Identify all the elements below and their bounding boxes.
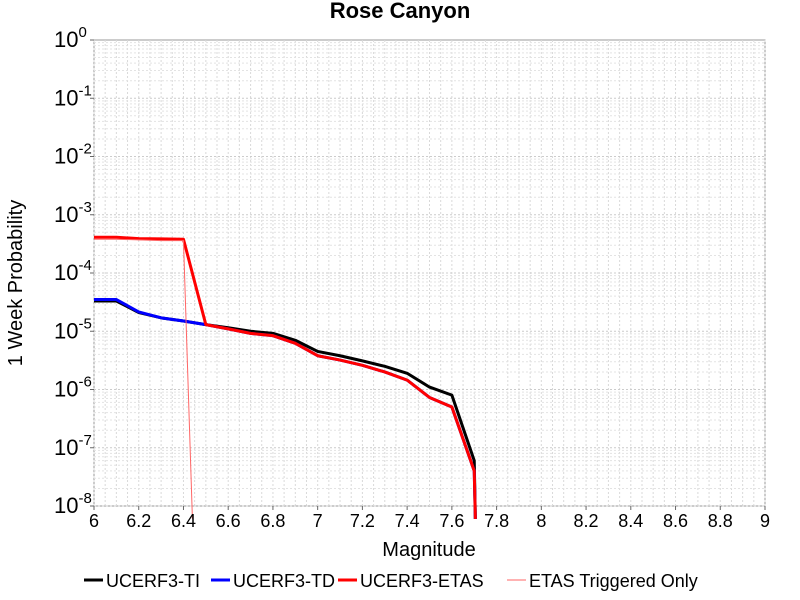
chart-title: Rose Canyon <box>330 0 471 23</box>
y-tick-label: 10-8 <box>54 490 92 518</box>
x-tick-label: 8.2 <box>574 511 599 531</box>
legend-label: UCERF3-TI <box>106 571 200 591</box>
x-tick-label: 7.8 <box>484 511 509 531</box>
x-tick-label: 6.8 <box>260 511 285 531</box>
x-tick-label: 7.6 <box>439 511 464 531</box>
y-axis-label: 1 Week Probability <box>5 200 27 366</box>
x-tick-label: 8 <box>536 511 546 531</box>
legend-label: UCERF3-TD <box>233 571 335 591</box>
series-line-3 <box>94 238 193 519</box>
series-line-2 <box>94 235 477 519</box>
x-axis-ticks: 6 6.2 6.4 6.6 6.8 7 7.2 7.4 7.6 7.8 8 8.2 8.4 8.6 8.8 9 <box>89 506 770 531</box>
x-tick-label: 6 <box>89 511 99 531</box>
x-tick-label: 7 <box>313 511 323 531</box>
x-tick-label: 6.2 <box>126 511 151 531</box>
x-tick-label: 8.8 <box>708 511 733 531</box>
y-tick-label: 10-4 <box>54 257 92 285</box>
legend: UCERF3-TI UCERF3-TD UCERF3-ETAS ETAS Trigge… <box>84 571 698 591</box>
x-tick-label: 7.4 <box>395 511 420 531</box>
x-tick-label: 8.4 <box>618 511 643 531</box>
series-lines <box>94 235 477 519</box>
y-tick-label: 10-1 <box>54 82 92 110</box>
legend-label: ETAS Triggered Only <box>529 571 698 591</box>
grid-lines <box>93 40 766 507</box>
y-axis-ticks: 100 10-1 10-2 10-3 10-4 10-5 10-6 10-7 10-8 <box>54 24 94 518</box>
x-tick-label: 7.2 <box>350 511 375 531</box>
x-tick-label: 6.6 <box>216 511 241 531</box>
y-tick-label: 100 <box>54 24 87 52</box>
x-tick-label: 8.6 <box>663 511 688 531</box>
y-tick-label: 10-5 <box>54 315 92 343</box>
y-tick-label: 10-7 <box>54 432 92 460</box>
x-tick-label: 9 <box>760 511 770 531</box>
y-tick-label: 10-3 <box>54 199 92 227</box>
x-axis-label: Magnitude <box>382 539 475 561</box>
legend-label: UCERF3-ETAS <box>360 571 484 591</box>
y-tick-label: 10-2 <box>54 141 92 169</box>
x-tick-label: 6.4 <box>171 511 196 531</box>
y-tick-label: 10-6 <box>54 374 92 402</box>
